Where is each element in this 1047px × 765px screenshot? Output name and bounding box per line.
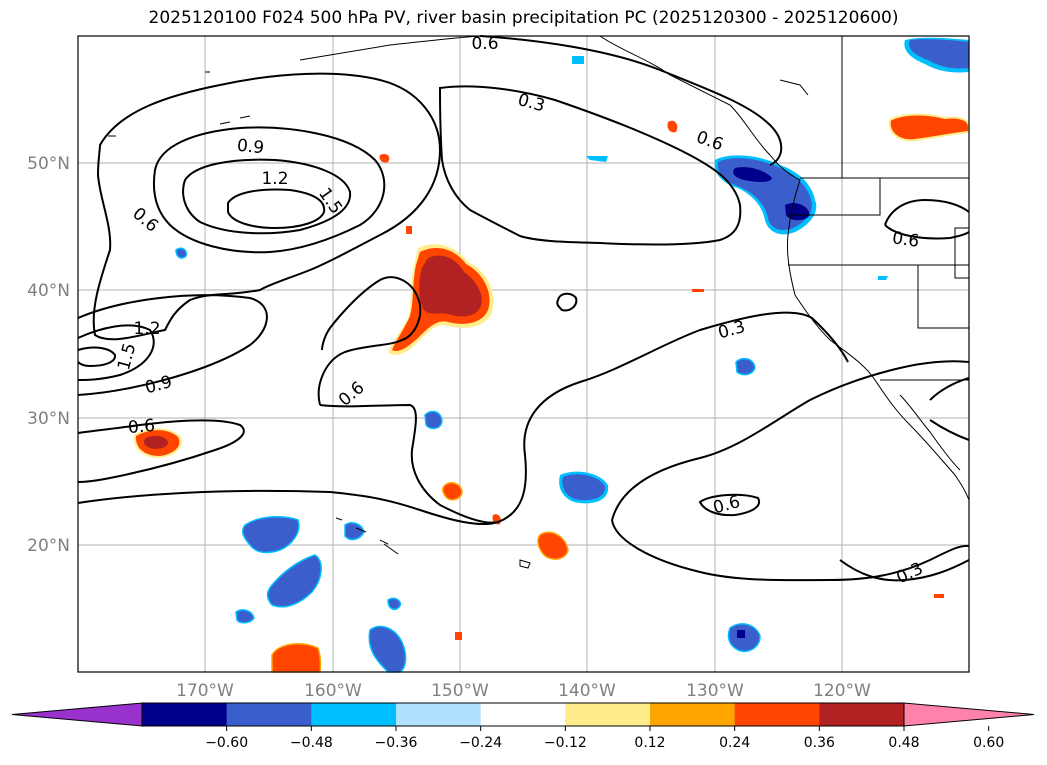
- lat-labels: 50°N 40°N 30°N 20°N: [27, 154, 70, 556]
- figure-title: 2025120100 F024 500 hPa PV, river basin …: [148, 8, 899, 28]
- gridlines: [78, 36, 969, 672]
- lat-label: 20°N: [27, 536, 70, 556]
- colorbar-swatch: [650, 703, 736, 726]
- precip-region: [344, 522, 365, 541]
- colorbar-tick-label: −0.24: [459, 735, 502, 751]
- precip-region: [586, 156, 608, 162]
- precip-region: [242, 515, 300, 554]
- contour-label: 0.6: [127, 416, 156, 438]
- lon-label: 140°W: [558, 681, 616, 701]
- precip-region: [537, 531, 569, 560]
- lon-label: 130°W: [686, 681, 744, 701]
- colorbar-swatch: [226, 703, 312, 726]
- lon-label: 170°W: [176, 681, 234, 701]
- colorbar-swatch: [819, 703, 905, 726]
- precip-region: [785, 203, 810, 221]
- contour-label: 0.6: [891, 228, 921, 252]
- precip-region: [667, 120, 678, 133]
- colorbar-tick-label: 0.24: [719, 735, 750, 751]
- lat-label: 50°N: [27, 154, 70, 174]
- precip-region: [442, 482, 463, 501]
- precip-region: [266, 554, 322, 608]
- lat-label: 30°N: [27, 409, 70, 429]
- contour-label: 0.9: [236, 136, 265, 159]
- precip-region: [387, 597, 402, 611]
- precip-region: [878, 276, 888, 280]
- precip-region: [692, 289, 704, 292]
- lon-label: 120°W: [813, 681, 871, 701]
- pv-contours: [77, 35, 970, 582]
- precip-region: [572, 56, 584, 64]
- colorbar-swatch: [734, 703, 820, 726]
- precip-region: [733, 167, 772, 182]
- contour-label: 0.6: [471, 34, 498, 54]
- map-panel: [78, 36, 969, 672]
- colorbar-extend-min: [11, 702, 143, 727]
- precip-region: [175, 247, 188, 259]
- colorbar-tick-label: −0.48: [290, 735, 333, 751]
- precip-region: [368, 625, 407, 673]
- precip-region: [737, 630, 745, 638]
- colorbar: −0.60 −0.48 −0.36 −0.24 −0.12 0.12 0.24 0.36 0.4…: [11, 702, 1035, 751]
- colorbar-swatch: [311, 703, 397, 726]
- precip-region: [735, 357, 756, 376]
- colorbar-extend-max: [903, 702, 1035, 727]
- precip-region: [406, 226, 412, 234]
- colorbar-tick-label: 0.48: [888, 735, 919, 751]
- precip-region: [235, 609, 255, 624]
- precip-region: [271, 643, 322, 673]
- colorbar-tick-label: −0.36: [375, 735, 418, 751]
- precip-region: [424, 410, 443, 430]
- map-frame: [77, 35, 970, 673]
- colorbar-swatch: [480, 703, 566, 726]
- precip-region: [934, 594, 944, 598]
- precip-region: [143, 435, 168, 449]
- lon-label: 150°W: [431, 681, 489, 701]
- colorbar-outline: [141, 702, 905, 727]
- precip-region: [562, 474, 606, 501]
- colorbar-tick-label: 0.12: [634, 735, 665, 751]
- colorbar-tick-label: −0.12: [544, 735, 587, 751]
- colorbar-tick-label: 0.36: [804, 735, 835, 751]
- precip-region: [455, 632, 462, 640]
- lat-label: 40°N: [27, 281, 70, 301]
- precip-region: [379, 153, 390, 163]
- coastlines: [108, 35, 970, 569]
- lon-label: 160°W: [304, 681, 362, 701]
- colorbar-swatch: [396, 703, 482, 726]
- precip-region: [908, 39, 969, 69]
- colorbar-swatch: [565, 703, 651, 726]
- precip-region: [419, 255, 482, 317]
- contour-label: 1.2: [261, 169, 288, 189]
- colorbar-swatch: [142, 703, 228, 726]
- contour-label: 1.2: [133, 319, 160, 339]
- colorbar-tick-label: −0.60: [205, 735, 248, 751]
- colorbar-tick-label: 0.60: [973, 735, 1004, 751]
- lon-labels: 170°W 160°W 150°W 140°W 130°W 120°W: [176, 681, 871, 701]
